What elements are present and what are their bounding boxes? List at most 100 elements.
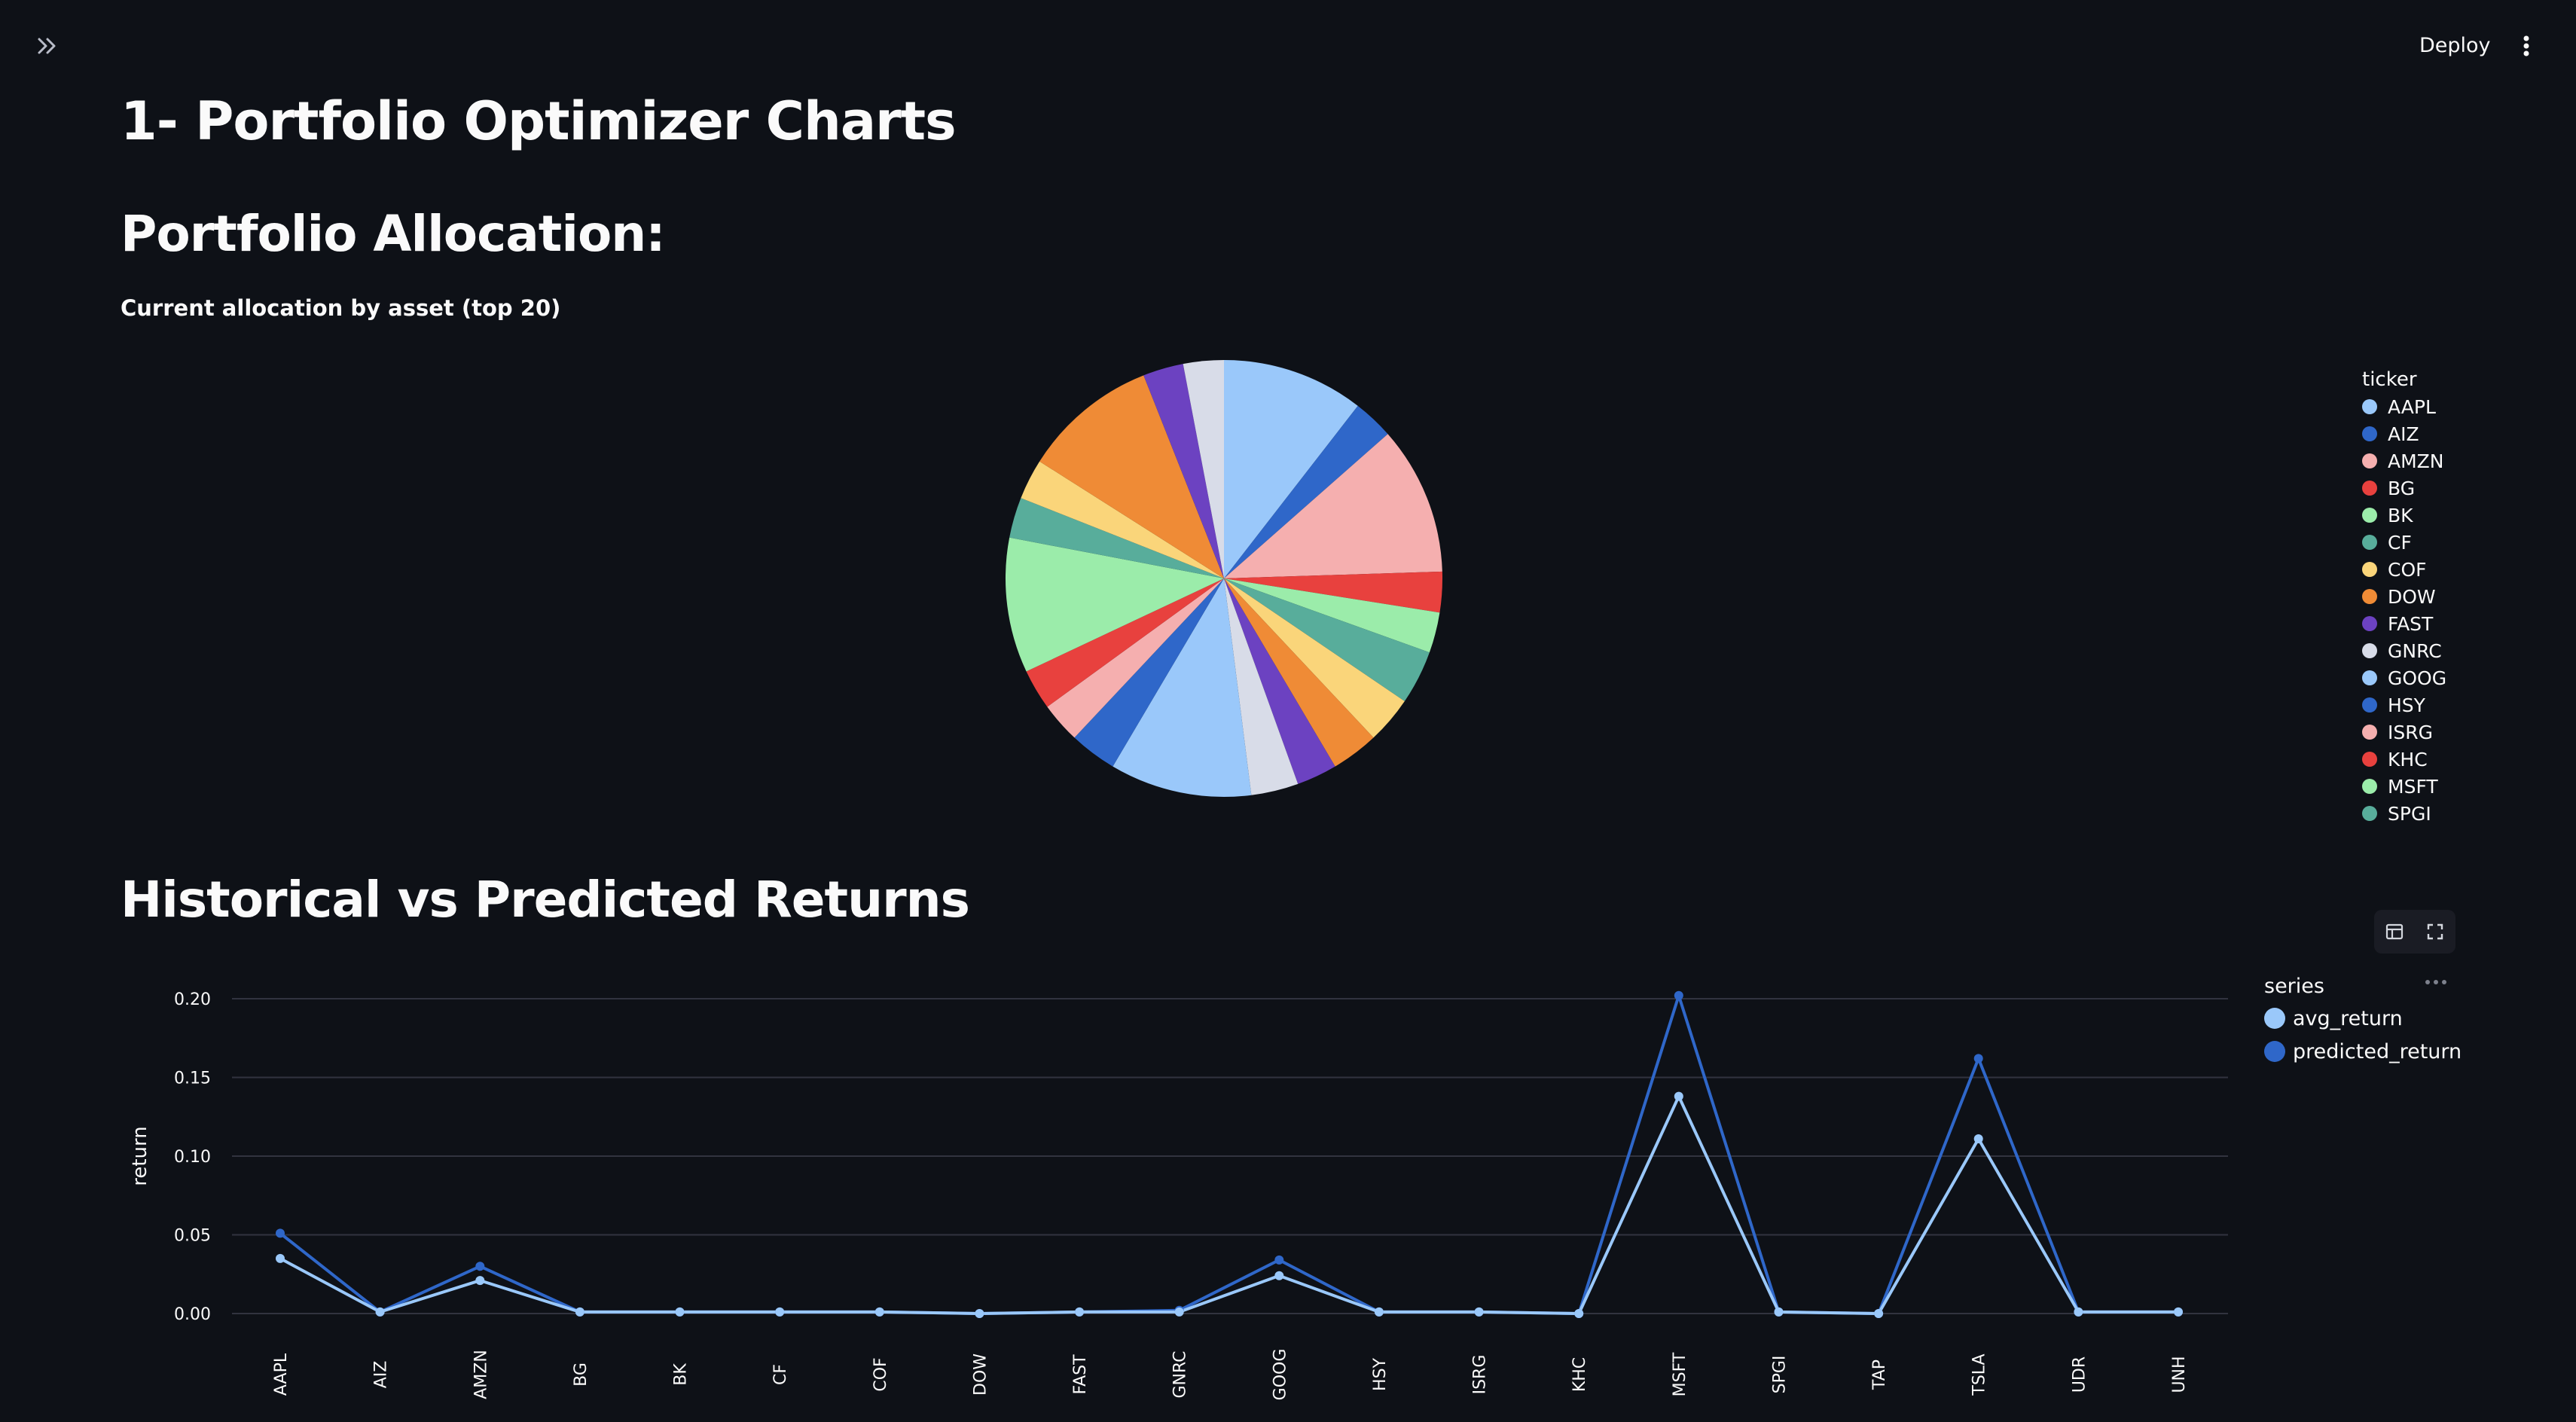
allocation-caption: Current allocation by asset (top 20) (121, 295, 561, 321)
pie-slice-dow[interactable] (1224, 578, 1374, 767)
pie-slice-msft[interactable] (1006, 537, 1224, 672)
point-avg-return-khc[interactable] (1574, 1309, 1584, 1318)
x-tick-label-unh: UNH (2170, 1356, 2189, 1393)
chart-toolbar (2374, 910, 2455, 954)
pie-legend-item-aapl[interactable]: AAPL (2362, 393, 2513, 420)
pie-slice-hsy[interactable] (1074, 578, 1224, 767)
pie-legend-item-bg[interactable]: BG (2362, 475, 2513, 502)
point-predicted-return-aapl[interactable] (276, 1228, 285, 1238)
fullscreen-button[interactable] (2420, 917, 2450, 947)
pie-legend-item-aiz[interactable]: AIZ (2362, 420, 2513, 447)
legend-label: COF (2388, 558, 2427, 581)
legend-swatch (2362, 725, 2377, 740)
pie-slice-khc[interactable] (1026, 578, 1224, 707)
point-avg-return-tsla[interactable] (1973, 1134, 1983, 1143)
series-line-predicted-return[interactable] (279, 993, 2178, 1315)
pie-slice-goog[interactable] (1113, 578, 1252, 797)
pie-legend-item-amzn[interactable]: AMZN (2362, 447, 2513, 475)
pie-legend-item-cof[interactable]: COF (2362, 556, 2513, 583)
pie-legend-item-dow[interactable]: DOW (2362, 583, 2513, 610)
legend-swatch (2264, 1041, 2285, 1062)
y-tick-label: 0.05 (174, 1227, 211, 1246)
point-avg-return-msft[interactable] (1674, 1091, 1683, 1101)
pie-slice-aiz[interactable] (1224, 405, 1388, 578)
pie-slice-tap[interactable] (1021, 461, 1224, 578)
pie-legend-item-isrg[interactable]: ISRG (2362, 719, 2513, 746)
pie-legend-item-spgi[interactable]: SPGI (2362, 800, 2513, 827)
pie-slice-isrg[interactable] (1047, 578, 1224, 738)
sidebar-expand-button[interactable] (30, 29, 65, 63)
point-predicted-return-tsla[interactable] (1973, 1054, 1983, 1063)
point-avg-return-gnrc[interactable] (1174, 1307, 1184, 1317)
y-tick-label: 0.10 (174, 1148, 211, 1167)
series-line-avg-return[interactable] (279, 1094, 2178, 1315)
point-avg-return-hsy[interactable] (1374, 1307, 1384, 1317)
legend-label: FAST (2388, 612, 2434, 635)
x-tick-label-bg: BG (572, 1362, 591, 1387)
legend-label: GNRC (2388, 639, 2442, 662)
pie-legend-item-goog[interactable]: GOOG (2362, 664, 2513, 691)
chart-more-button[interactable] (2421, 973, 2451, 991)
point-avg-return-goog[interactable] (1274, 1271, 1284, 1280)
point-avg-return-bk[interactable] (675, 1307, 685, 1317)
x-tick-label-tap: TAP (1870, 1359, 1889, 1390)
legend-label: GOOG (2388, 667, 2447, 689)
point-predicted-return-amzn[interactable] (475, 1262, 485, 1271)
point-avg-return-amzn[interactable] (475, 1276, 485, 1286)
table-view-button[interactable] (2379, 917, 2410, 947)
pie-slice-tsla[interactable] (1039, 375, 1224, 578)
main-menu-button[interactable] (2513, 29, 2540, 63)
point-avg-return-cf[interactable] (775, 1307, 785, 1317)
pie-slice-fast[interactable] (1224, 578, 1335, 784)
x-tick-label-cof: COF (871, 1357, 890, 1391)
point-avg-return-aapl[interactable] (276, 1253, 285, 1263)
pie-slice-aapl[interactable] (1224, 360, 1358, 578)
point-avg-return-cof[interactable] (874, 1307, 884, 1317)
series-legend-item-avg-return[interactable]: avg_return (2264, 1002, 2505, 1035)
legend-swatch (2362, 779, 2377, 794)
horizontal-ellipsis-icon (2425, 980, 2446, 984)
point-avg-return-fast[interactable] (1075, 1307, 1085, 1317)
pie-slice-amzn[interactable] (1224, 434, 1442, 578)
legend-label: SPGI (2388, 802, 2431, 825)
point-avg-return-unh[interactable] (2174, 1307, 2183, 1317)
point-avg-return-dow[interactable] (975, 1309, 984, 1318)
point-avg-return-spgi[interactable] (1774, 1307, 1784, 1317)
point-avg-return-isrg[interactable] (1474, 1307, 1484, 1317)
x-tick-label-dow: DOW (971, 1353, 990, 1396)
x-tick-label-fast: FAST (1071, 1354, 1090, 1395)
pie-legend-item-cf[interactable]: CF (2362, 529, 2513, 556)
allocation-pie-chart[interactable] (994, 354, 1454, 806)
pie-slice-spgi[interactable] (1009, 498, 1224, 578)
point-predicted-return-goog[interactable] (1274, 1255, 1284, 1265)
point-predicted-return-msft[interactable] (1674, 990, 1683, 1000)
pie-slice-cf[interactable] (1224, 578, 1430, 701)
deploy-button[interactable]: Deploy (2407, 27, 2503, 65)
legend-swatch (2362, 508, 2377, 523)
allocation-heading: Portfolio Allocation: (121, 205, 666, 263)
point-avg-return-tap[interactable] (1874, 1309, 1884, 1318)
pie-legend-item-khc[interactable]: KHC (2362, 746, 2513, 773)
x-tick-label-spgi: SPGI (1770, 1356, 1789, 1394)
point-avg-return-aiz[interactable] (375, 1307, 385, 1317)
legend-label: ISRG (2388, 721, 2433, 743)
returns-line-chart[interactable]: 0.00 0.05 0.10 0.15 0.20 return AAPL AIZ AMZN BG B… (113, 964, 2252, 1422)
pie-legend-item-hsy[interactable]: HSY (2362, 691, 2513, 719)
pie-slice-bk[interactable] (1224, 578, 1440, 653)
series-legend-item-predicted-return[interactable]: predicted_return (2264, 1035, 2505, 1068)
pie-slice-cof[interactable] (1224, 578, 1405, 738)
pie-legend-item-bk[interactable]: BK (2362, 502, 2513, 529)
y-tick-label: 0.20 (174, 990, 211, 1009)
series-legend-title: series (2264, 975, 2324, 998)
pie-slice-bg[interactable] (1224, 571, 1443, 613)
pie-legend-item-gnrc[interactable]: GNRC (2362, 637, 2513, 664)
pie-legend-item-fast[interactable]: FAST (2362, 610, 2513, 637)
point-avg-return-bg[interactable] (575, 1307, 584, 1317)
pie-slice-gnrc[interactable] (1224, 578, 1299, 795)
point-avg-return-udr[interactable] (2074, 1307, 2083, 1317)
series-legend: series avg_return predicted_return (2264, 972, 2505, 1068)
pie-slice-unh[interactable] (1183, 360, 1224, 578)
pie-slice-udr[interactable] (1143, 364, 1224, 578)
legend-swatch (2362, 589, 2377, 604)
pie-legend-item-msft[interactable]: MSFT (2362, 773, 2513, 800)
